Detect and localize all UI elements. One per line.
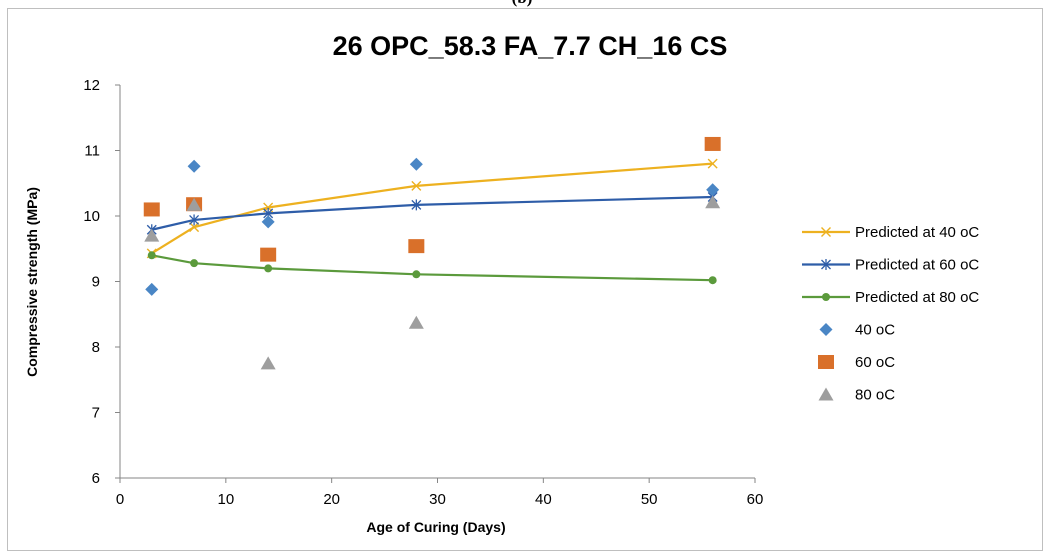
x-tick-label: 40 xyxy=(535,491,552,508)
legend-label-0: Predicted at 40 oC xyxy=(855,224,979,241)
series-lines xyxy=(151,162,713,282)
x-axis-title: Age of Curing (Days) xyxy=(366,519,505,535)
legend-label-2: Predicted at 80 oC xyxy=(855,289,979,306)
y-tick-label: 11 xyxy=(84,143,100,160)
data-point-4-4 xyxy=(704,136,721,151)
data-point-0-1 xyxy=(189,222,200,233)
legend-marker-5 xyxy=(818,387,834,401)
data-point-5-4 xyxy=(705,195,721,209)
data-point-3-3 xyxy=(409,157,423,171)
legend: Predicted at 40 oC Predicted at 60 oC Pred… xyxy=(802,224,979,404)
legend-marker-4 xyxy=(818,355,834,369)
legend-label-3: 40 oC xyxy=(855,322,895,339)
data-point-0-4 xyxy=(707,158,718,169)
data-point-4-2 xyxy=(260,247,277,262)
x-tick-label: 50 xyxy=(641,491,658,508)
data-point-1-1 xyxy=(189,214,200,226)
x-tick-label: 0 xyxy=(116,491,124,508)
y-tick-label: 12 xyxy=(83,77,100,94)
legend-marker-2 xyxy=(822,293,830,301)
data-point-2-1 xyxy=(190,259,199,268)
data-point-5-0 xyxy=(144,228,160,242)
y-tick-label: 8 xyxy=(92,339,100,356)
data-point-4-0 xyxy=(143,202,160,217)
x-tick-label: 30 xyxy=(429,491,446,508)
y-tick-label: 9 xyxy=(92,274,100,291)
y-axis-title: Compressive strength (MPa) xyxy=(24,187,40,377)
x-tick-label: 20 xyxy=(323,491,340,508)
data-point-5-3 xyxy=(408,315,424,329)
y-tick-label: 7 xyxy=(92,405,100,422)
data-point-3-2 xyxy=(261,215,275,229)
data-point-1-3 xyxy=(411,199,422,211)
series-markers xyxy=(143,136,721,370)
data-point-4-3 xyxy=(408,239,425,254)
data-point-3-0 xyxy=(145,282,159,296)
data-point-3-4 xyxy=(706,183,720,197)
y-tick-label: 10 xyxy=(83,208,100,225)
series-line-1 xyxy=(151,195,713,231)
data-point-3-1 xyxy=(187,159,201,173)
data-point-2-3 xyxy=(412,270,421,279)
chart-frame xyxy=(7,8,1043,551)
legend-marker-3 xyxy=(819,323,833,336)
x-tick-label: 60 xyxy=(747,491,764,508)
legend-label-4: 60 oC xyxy=(855,354,895,371)
x-tick-label: 10 xyxy=(217,491,234,508)
series-line-0 xyxy=(151,162,713,255)
panel-label: (b) xyxy=(0,0,1044,8)
data-point-2-0 xyxy=(147,251,156,260)
legend-label-5: 80 oC xyxy=(855,387,895,404)
data-point-2-4 xyxy=(708,276,717,285)
y-tick-label: 6 xyxy=(92,470,100,487)
legend-label-1: Predicted at 60 oC xyxy=(855,257,979,274)
data-point-5-2 xyxy=(260,356,276,370)
legend-marker-0 xyxy=(821,227,831,237)
data-point-0-3 xyxy=(411,180,422,191)
data-point-5-1 xyxy=(186,197,202,211)
series-line-2 xyxy=(151,254,713,282)
chart-title: 26 OPC_58.3 FA_7.7 CH_16 CS xyxy=(333,31,728,61)
legend-marker-1 xyxy=(821,259,831,270)
axes: 6 7 8 9 10 11 12 0 10 20 30 40 50 60 xyxy=(83,77,763,508)
data-point-2-2 xyxy=(264,264,273,273)
